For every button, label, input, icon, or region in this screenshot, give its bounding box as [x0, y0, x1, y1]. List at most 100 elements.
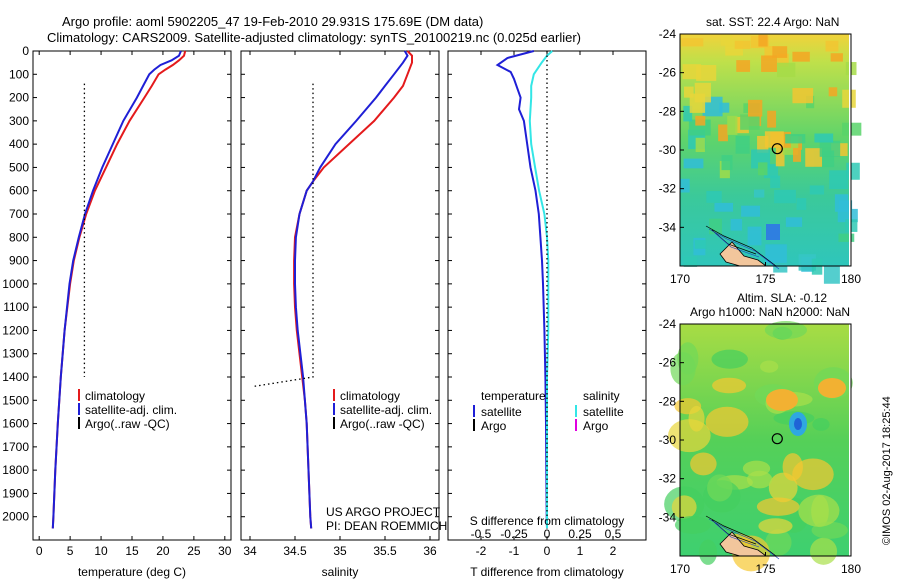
- y-tick-label: 1600: [2, 417, 29, 431]
- y-tick-label: 2000: [2, 510, 29, 524]
- argo-position-marker: [771, 433, 783, 445]
- map-cell: [776, 62, 796, 78]
- map-cell: [823, 264, 840, 284]
- legend-label: Argo(..raw -QC): [340, 417, 425, 431]
- map-cell: [796, 198, 807, 210]
- imos-timestamp: ©IMOS 02-Aug-2017 18:25:44: [881, 396, 893, 545]
- map-cell: [741, 205, 761, 217]
- map-cell: [819, 140, 841, 157]
- map-cell: [747, 226, 762, 246]
- map-blob: [818, 378, 846, 398]
- legend-group-salinity: salinity: [583, 389, 620, 403]
- map-blob: [758, 518, 793, 534]
- map-y-tick-label: -30: [659, 143, 677, 157]
- x-tick-label: 34.5: [283, 544, 307, 558]
- x-tick-label: 2: [610, 544, 617, 558]
- map-edge: [849, 34, 851, 266]
- map-cell: [805, 148, 823, 167]
- map-cell: [774, 189, 796, 204]
- y-tick-label: 1400: [2, 370, 29, 384]
- map-cell: [761, 55, 777, 72]
- x-tick-label: 35.5: [373, 544, 397, 558]
- map-cell: [846, 162, 860, 180]
- map-cell: [811, 258, 823, 275]
- map-cell: [792, 51, 810, 62]
- y-tick-label: 1500: [2, 393, 29, 407]
- y-tick-label: 100: [9, 67, 29, 81]
- x2-tick-label: 0: [544, 527, 551, 541]
- legend-label: climatology: [85, 389, 145, 403]
- pi-credit: PI: DEAN ROEMMICH: [326, 519, 448, 533]
- x-axis-label: T difference from climatology: [470, 565, 624, 579]
- argo-position-marker: [771, 143, 783, 155]
- map-y-tick-label: -34: [659, 510, 677, 524]
- land-mass: [719, 531, 768, 557]
- map-cell: [829, 170, 849, 190]
- x-tick-label: 35: [333, 544, 347, 558]
- map-x-tick-label: 175: [755, 562, 775, 576]
- y-tick-label: 400: [9, 137, 29, 151]
- map-x-tick-label: 170: [670, 272, 690, 286]
- map-y-tick-label: -28: [659, 394, 677, 408]
- map-blob: [671, 495, 697, 519]
- series-line-satellite-adj-clim-: [51, 50, 182, 529]
- map-cell: [719, 102, 730, 113]
- map-cell: [695, 115, 706, 126]
- map-cell: [773, 263, 788, 273]
- series-line-temperature-satellite: [495, 50, 548, 529]
- map-cell: [721, 155, 733, 171]
- map-y-tick-label: -24: [659, 27, 677, 41]
- map-blob: [792, 458, 834, 491]
- x-tick-label: 15: [125, 544, 139, 558]
- x2-tick-label: 0.25: [568, 527, 592, 541]
- map-blob: [711, 349, 748, 369]
- map-blob: [677, 342, 699, 375]
- map-y-tick-label: -26: [659, 356, 677, 370]
- bathymetry-contour: [708, 228, 780, 270]
- map-cell: [689, 93, 706, 113]
- map-cell: [765, 244, 787, 263]
- map-y-tick-label: -34: [659, 220, 677, 234]
- difference-panel: -2 -1 0 1 2 T difference from climatology -0.5…: [447, 50, 647, 579]
- y-tick-label: 500: [9, 160, 29, 174]
- sla_map: 170 175 180 -24 -26 -28 -30 -32 -34: [659, 317, 862, 576]
- legend-label: climatology: [340, 389, 400, 403]
- sst-map-title: sat. SST: 22.4 Argo: NaN: [706, 15, 840, 29]
- x2-tick-label: -0.25: [500, 527, 528, 541]
- map-blob: [690, 452, 717, 476]
- y-tick-label: 1000: [2, 277, 29, 291]
- map-y-tick-label: -26: [659, 66, 677, 80]
- map-cell: [834, 194, 849, 212]
- map-cell: [777, 53, 789, 67]
- map-cell: [683, 158, 704, 169]
- map-blob: [764, 321, 808, 340]
- x-tick-label: 5: [67, 544, 74, 558]
- x-tick-label: 1: [577, 544, 584, 558]
- map-blob: [798, 494, 840, 527]
- series-line-satellite-adj-clim-: [294, 50, 409, 529]
- map-cell: [735, 135, 750, 154]
- map-cell: [828, 87, 838, 97]
- map-cell: [772, 46, 788, 58]
- map-cell: [792, 88, 814, 104]
- map-cell: [736, 60, 751, 72]
- legend-label: Argo(..raw -QC): [85, 417, 170, 431]
- map-cell: [753, 189, 765, 198]
- land-mass: [719, 241, 768, 267]
- x-axis-label: salinity: [322, 565, 359, 579]
- map-blob: [812, 417, 830, 431]
- map-y-tick-label: -32: [659, 472, 677, 486]
- map-x-tick-label: 180: [841, 562, 861, 576]
- x-tick-label: 34: [243, 544, 257, 558]
- map-cell: [740, 114, 760, 130]
- map-cell: [798, 254, 816, 271]
- map-blob: [746, 470, 773, 489]
- header-line1: Argo profile: aoml 5902205_47 19-Feb-201…: [62, 14, 484, 29]
- map-y-tick-label: -24: [659, 317, 677, 331]
- y-tick-label: 1800: [2, 463, 29, 477]
- map-blob: [766, 389, 798, 411]
- temperature-frame: [32, 50, 232, 541]
- series-line-argo-raw-qc-: [254, 83, 314, 387]
- map-cell: [683, 256, 698, 267]
